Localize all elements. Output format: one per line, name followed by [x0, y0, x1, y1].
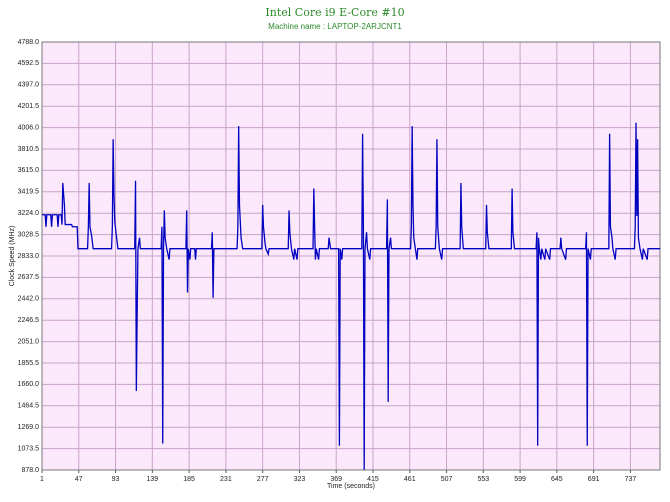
x-tick-label: 277 — [257, 476, 269, 483]
x-tick-label: 645 — [551, 476, 563, 483]
chart-title: Intel Core i9 E-Core #10 — [265, 6, 404, 19]
y-tick-label: 1660.0 — [18, 381, 40, 388]
x-tick-label: 231 — [220, 476, 232, 483]
y-tick-label: 4397.0 — [18, 82, 40, 89]
y-tick-label: 3810.5 — [18, 146, 40, 153]
y-tick-label: 4201.5 — [18, 103, 40, 110]
x-tick-label: 461 — [404, 476, 416, 483]
x-tick-label: 1 — [40, 476, 44, 483]
y-tick-label: 1269.0 — [18, 424, 40, 431]
x-tick-label: 599 — [514, 476, 526, 483]
y-tick-label: 3419.5 — [18, 189, 40, 196]
y-tick-label: 1073.5 — [18, 445, 40, 452]
y-tick-label: 2637.5 — [18, 274, 40, 281]
line-series — [42, 122, 660, 470]
x-tick-label: 139 — [146, 476, 158, 483]
y-tick-label: 4006.0 — [18, 124, 40, 131]
y-tick-label: 2833.0 — [18, 253, 40, 260]
y-tick-label: 1464.5 — [18, 403, 40, 410]
x-tick-label: 323 — [294, 476, 306, 483]
x-tick-label: 185 — [183, 476, 195, 483]
y-tick-label: 4788.0 — [18, 39, 40, 46]
plot-frame — [41, 41, 661, 471]
y-tick-label: 3615.0 — [18, 167, 40, 174]
chart-subtitle: Machine name : LAPTOP-2ARJCNT1 — [268, 22, 402, 31]
y-tick-label: 2246.5 — [18, 317, 40, 324]
y-tick-label: 2051.0 — [18, 338, 40, 345]
x-tick-label: 369 — [330, 476, 342, 483]
x-axis-label: Time (seconds) — [327, 483, 375, 490]
x-tick-label: 553 — [477, 476, 489, 483]
x-tick-label: 691 — [588, 476, 600, 483]
y-tick-label: 878.0 — [21, 467, 39, 474]
y-tick-label: 1855.5 — [18, 360, 40, 367]
y-tick-label: 2442.0 — [18, 296, 40, 303]
y-tick-label: 3028.5 — [18, 231, 40, 238]
y-axis-label: Clock Speed (MHz) — [9, 226, 16, 287]
x-tick-label: 507 — [441, 476, 453, 483]
x-tick-label: 47 — [75, 476, 83, 483]
y-tick-label: 3224.0 — [18, 210, 40, 217]
x-tick-label: 93 — [112, 476, 120, 483]
x-tick-label: 737 — [625, 476, 637, 483]
x-tick-label: 415 — [367, 476, 379, 483]
y-tick-label: 4592.5 — [18, 60, 40, 67]
